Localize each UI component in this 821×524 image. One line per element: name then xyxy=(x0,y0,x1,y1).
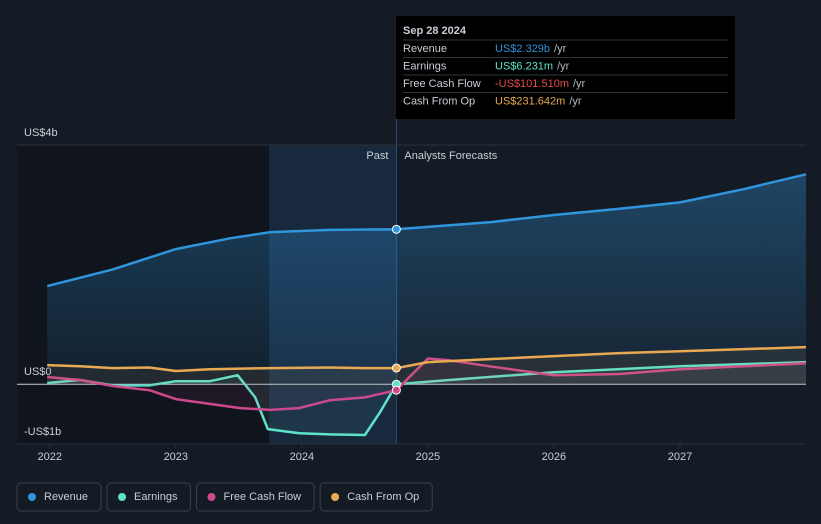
tooltip-value: -US$101.510m/yr xyxy=(495,78,586,90)
x-tick-label: 2022 xyxy=(38,451,62,463)
legend-label[interactable]: Earnings xyxy=(134,491,178,503)
legend-item[interactable]: Free Cash Flow xyxy=(195,482,315,512)
legend-label[interactable]: Revenue xyxy=(44,491,88,503)
legend-box[interactable] xyxy=(106,482,191,512)
x-tick-label: 2027 xyxy=(668,451,692,463)
point-marker xyxy=(391,363,401,373)
legend-swatch xyxy=(207,493,216,501)
tooltip-unit: /yr xyxy=(569,95,582,107)
x-tick-label: 2023 xyxy=(164,451,188,463)
x-tick-label: 2025 xyxy=(416,451,440,463)
legend-box[interactable] xyxy=(195,482,315,512)
forecast-label: Analysts Forecasts xyxy=(404,150,497,162)
tooltip-unit: /yr xyxy=(554,43,567,55)
series-line xyxy=(47,345,807,373)
tooltip-unit: /yr xyxy=(573,78,586,90)
tooltip-label: Earnings xyxy=(403,60,447,72)
series-area xyxy=(47,174,806,385)
point-marker xyxy=(391,385,401,395)
x-tick-label: 2026 xyxy=(542,451,566,463)
tooltip-date: Sep 28 2024 xyxy=(403,25,467,37)
legend-swatch xyxy=(118,493,127,501)
tooltip-value: US$231.642m/yr xyxy=(495,95,582,107)
tooltip-label: Free Cash Flow xyxy=(403,78,481,90)
legend-item[interactable]: Revenue xyxy=(16,482,102,512)
series-line xyxy=(47,357,807,412)
legend-item[interactable]: Cash From Op xyxy=(319,482,433,512)
series-area xyxy=(47,362,806,435)
past-label: Past xyxy=(366,150,388,162)
tooltip-amount: US$231.642m xyxy=(495,95,565,107)
y-tick-label: -US$1b xyxy=(24,426,61,438)
legend-swatch xyxy=(28,493,36,501)
tooltip-label: Cash From Op xyxy=(403,95,475,107)
x-tick-label: 2024 xyxy=(290,451,314,463)
legend-box[interactable] xyxy=(16,482,102,512)
legend-label[interactable]: Free Cash Flow xyxy=(223,491,301,503)
series-line xyxy=(46,173,807,288)
y-tick-label: US$0 xyxy=(24,366,52,378)
y-tick-label: US$4b xyxy=(24,127,58,139)
legend-swatch xyxy=(331,493,340,501)
legend-label[interactable]: Cash From Op xyxy=(347,491,419,503)
legend-item[interactable]: Earnings xyxy=(106,482,191,512)
series-area xyxy=(47,347,806,385)
tooltip-value: US$6.231m/yr xyxy=(495,60,570,72)
tooltip-value: US$2.329b/yr xyxy=(495,43,567,55)
series-line xyxy=(47,360,807,437)
tooltip-label: Revenue xyxy=(403,43,447,55)
tooltip-box xyxy=(396,16,735,119)
tooltip-amount: -US$101.510m xyxy=(495,78,569,90)
tooltip-unit: /yr xyxy=(557,60,570,72)
legend-box[interactable] xyxy=(319,482,433,512)
tooltip-amount: US$6.231m xyxy=(495,60,553,72)
series-area xyxy=(47,358,806,410)
point-marker xyxy=(391,224,401,234)
tooltip-amount: US$2.329b xyxy=(495,43,550,55)
